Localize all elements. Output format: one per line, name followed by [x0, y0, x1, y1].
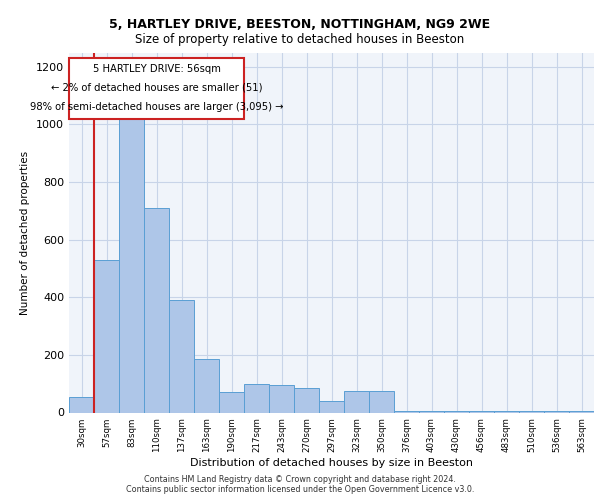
Text: 98% of semi-detached houses are larger (3,095) →: 98% of semi-detached houses are larger (… [30, 102, 283, 112]
Bar [144, 208, 169, 412]
Bar [494, 411, 519, 412]
Bar [269, 385, 294, 412]
Bar [194, 359, 219, 412]
X-axis label: Distribution of detached houses by size in Beeston: Distribution of detached houses by size … [190, 458, 473, 468]
Bar [444, 411, 469, 412]
Text: ← 2% of detached houses are smaller (51): ← 2% of detached houses are smaller (51) [51, 82, 262, 92]
Bar [519, 411, 544, 412]
Bar [219, 392, 244, 412]
Bar [469, 411, 494, 412]
Y-axis label: Number of detached properties: Number of detached properties [20, 150, 31, 314]
Bar [344, 391, 369, 412]
Bar [394, 411, 419, 412]
Bar [294, 388, 319, 412]
Bar [369, 391, 394, 412]
Text: 5, HARTLEY DRIVE, BEESTON, NOTTINGHAM, NG9 2WE: 5, HARTLEY DRIVE, BEESTON, NOTTINGHAM, N… [109, 18, 491, 30]
Bar [569, 411, 594, 412]
Bar [544, 411, 569, 412]
Bar [319, 401, 344, 412]
Text: Size of property relative to detached houses in Beeston: Size of property relative to detached ho… [136, 34, 464, 46]
Bar [169, 300, 194, 412]
Text: Contains HM Land Registry data © Crown copyright and database right 2024.
Contai: Contains HM Land Registry data © Crown c… [126, 474, 474, 494]
Text: 5 HARTLEY DRIVE: 56sqm: 5 HARTLEY DRIVE: 56sqm [92, 64, 220, 74]
Bar [69, 396, 94, 412]
Bar [244, 384, 269, 412]
Bar [419, 411, 444, 412]
Bar [119, 118, 144, 412]
Bar [94, 260, 119, 412]
Bar [69, 58, 244, 118]
